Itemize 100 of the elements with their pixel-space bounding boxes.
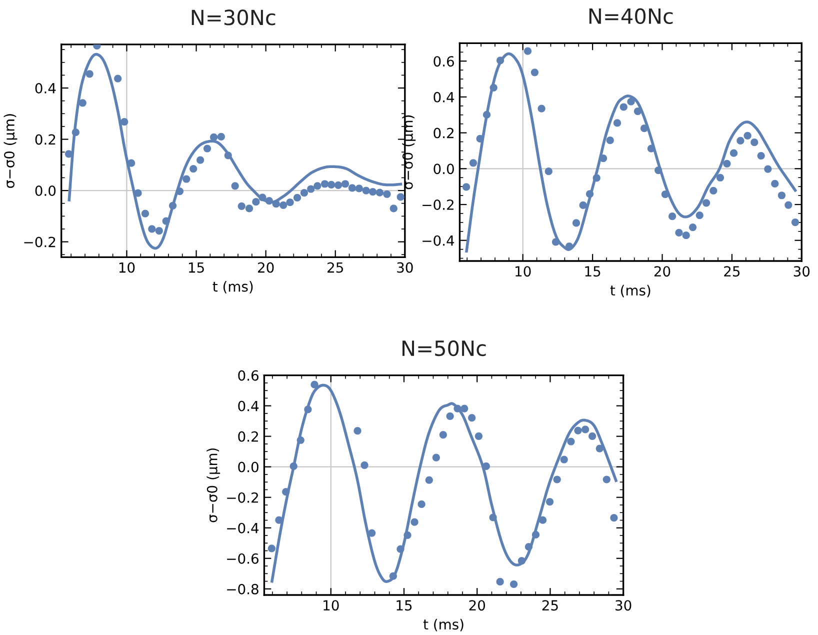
chart-title: N=40Nc: [589, 8, 673, 24]
point: [490, 84, 498, 92]
point: [784, 201, 792, 209]
point: [86, 70, 94, 78]
point: [560, 456, 568, 464]
point: [360, 461, 368, 469]
point: [114, 74, 122, 82]
point: [368, 529, 376, 537]
point: [454, 404, 462, 412]
point: [390, 204, 398, 212]
point: [546, 498, 554, 506]
point: [723, 160, 731, 168]
point: [610, 514, 618, 522]
point: [474, 432, 483, 440]
point: [72, 128, 80, 136]
point: [567, 438, 575, 446]
point: [771, 180, 779, 188]
chart-title: N=50Nc: [402, 340, 486, 356]
y-tick-label: −0.6: [227, 553, 258, 564]
y-tick-label: −0.2: [24, 236, 56, 248]
point: [682, 232, 690, 240]
point: [668, 212, 676, 220]
point: [592, 174, 600, 182]
point: [300, 189, 308, 197]
point: [210, 133, 218, 142]
point: [396, 193, 404, 201]
point: [530, 68, 539, 76]
point: [460, 404, 468, 412]
point: [368, 188, 377, 196]
x-axis-title: t (ms): [212, 281, 253, 294]
point: [383, 190, 391, 198]
point: [736, 136, 744, 144]
point: [482, 110, 491, 119]
point: [702, 199, 710, 207]
point: [231, 182, 239, 190]
point: [544, 168, 552, 176]
y-tick-label: −0.2: [422, 199, 454, 210]
point: [588, 432, 596, 440]
point: [314, 182, 322, 190]
point: [404, 531, 412, 539]
point: [296, 436, 304, 444]
point: [176, 188, 184, 196]
y-tick-label: −0.2: [227, 492, 258, 503]
point: [217, 132, 225, 141]
point: [538, 104, 546, 112]
y-tick-label: 0.6: [434, 56, 454, 67]
point: [425, 476, 433, 484]
y-tick-label: 0.4: [238, 400, 259, 412]
point: [446, 412, 454, 420]
point: [532, 530, 540, 539]
x-tick-label: 10: [119, 262, 135, 273]
point: [688, 223, 697, 232]
point: [552, 238, 560, 246]
point: [764, 165, 772, 173]
x-tick-label: 20: [469, 600, 486, 611]
x-tick-label: 30: [616, 600, 632, 611]
point: [162, 217, 170, 225]
point: [203, 144, 212, 152]
point: [275, 516, 283, 524]
point: [606, 136, 614, 144]
y-axis-title: σ−σ0 (μm): [206, 448, 220, 522]
y-tick-label: 0.2: [35, 134, 56, 145]
point: [750, 138, 758, 146]
y-tick-label: 0.4: [434, 92, 454, 102]
point: [596, 444, 604, 452]
y-tick-label: 0.0: [434, 164, 454, 174]
x-tick-label: 25: [542, 600, 558, 611]
point: [307, 185, 315, 193]
point: [602, 476, 610, 484]
y-tick-label: −0.4: [227, 522, 259, 534]
y-tick-label: 0.0: [35, 186, 56, 196]
point: [141, 210, 150, 218]
x-axis-title: t (ms): [423, 618, 464, 632]
y-tick-label: 0.2: [238, 431, 258, 442]
point: [354, 427, 362, 435]
x-tick-label: 15: [188, 262, 204, 273]
point: [716, 174, 724, 182]
x-tick-label: 30: [794, 266, 810, 277]
point: [439, 430, 447, 439]
point: [572, 219, 580, 227]
point: [148, 225, 156, 233]
point: [362, 186, 370, 194]
point: [245, 204, 254, 212]
point: [791, 218, 800, 226]
point: [468, 414, 476, 422]
x-axis-title: t (ms): [610, 284, 650, 298]
point: [579, 201, 587, 210]
x-tick-label: 20: [654, 266, 670, 277]
point: [290, 462, 298, 470]
point: [482, 462, 490, 470]
point: [613, 119, 622, 127]
x-tick-label: 25: [328, 262, 343, 273]
point: [268, 544, 276, 552]
point: [710, 186, 718, 195]
point: [282, 488, 290, 496]
point: [196, 156, 204, 164]
point: [469, 159, 478, 167]
point: [654, 166, 662, 174]
y-tick-label: −0.8: [227, 584, 258, 594]
point: [634, 107, 642, 116]
